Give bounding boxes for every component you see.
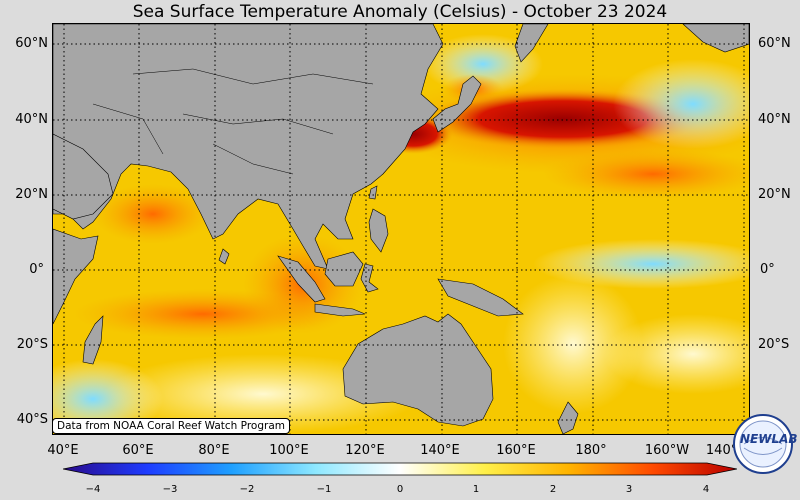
colorbar-tick-label: 2: [549, 484, 557, 495]
japan: [432, 75, 482, 133]
new-guinea: [437, 278, 524, 317]
lat-label-right: 20°S: [758, 337, 790, 352]
lat-label-left: 40°S: [16, 412, 48, 427]
new-zealand: [557, 401, 579, 434]
lon-label: 160°E: [496, 443, 536, 458]
map-title: Sea Surface Temperature Anomaly (Celsius…: [132, 2, 668, 22]
java: [314, 303, 366, 317]
colorbar-tick-label: 4: [702, 484, 710, 495]
colorbar: [62, 461, 738, 476]
lat-label-left: 0°: [29, 262, 44, 277]
colorbar-tick-label: 3: [625, 484, 633, 495]
lat-label-right: 0°: [760, 262, 775, 277]
east-africa: [53, 228, 99, 325]
data-credit: Data from NOAA Coral Reef Watch Program: [52, 418, 290, 434]
taiwan: [368, 185, 378, 200]
lat-label-left: 20°S: [16, 337, 48, 352]
colorbar-tick-label: −2: [239, 484, 255, 495]
country-borders: [92, 68, 374, 175]
sulawesi: [360, 263, 379, 293]
lon-label: 100°E: [269, 443, 309, 458]
asia-landmass: [53, 24, 444, 270]
alaska: [682, 24, 749, 53]
colorbar-tick-label: 1: [472, 484, 480, 495]
madagascar: [82, 315, 104, 365]
lon-label: 120°E: [345, 443, 385, 458]
lon-label: 140°E: [420, 443, 460, 458]
sri-lanka: [218, 248, 230, 265]
lat-label-left: 40°N: [15, 112, 48, 127]
australia: [342, 313, 494, 427]
graticule: [53, 24, 749, 434]
anomaly-patches: [53, 34, 749, 434]
lat-label-left: 20°N: [15, 187, 48, 202]
kamchatka: [514, 24, 549, 63]
lon-label: 160°W: [644, 443, 690, 458]
lat-label-right: 40°N: [758, 112, 791, 127]
colorbar-tick-label: 0: [396, 484, 404, 495]
lat-label-right: 60°N: [758, 36, 791, 51]
sst-anomaly-map: [52, 23, 750, 435]
philippines: [368, 208, 389, 253]
colorbar-tick-label: −3: [162, 484, 178, 495]
colorbar-tick-label: −4: [85, 484, 101, 495]
map-canvas: [53, 24, 749, 434]
newlab-logo-icon: [733, 414, 793, 474]
land-masses: [53, 24, 749, 434]
colorbar-tick-label: −1: [316, 484, 332, 495]
lat-label-right: 20°N: [758, 187, 791, 202]
logo-text: NEWLAB: [740, 432, 798, 446]
colorbar-svg: [62, 462, 738, 476]
lon-label: 60°E: [122, 443, 154, 458]
lat-label-left: 60°N: [15, 36, 48, 51]
lon-label: 180°: [575, 443, 607, 458]
borneo: [324, 251, 364, 287]
lon-label: 80°E: [198, 443, 230, 458]
lon-label: 40°E: [47, 443, 79, 458]
arabia: [53, 133, 114, 220]
